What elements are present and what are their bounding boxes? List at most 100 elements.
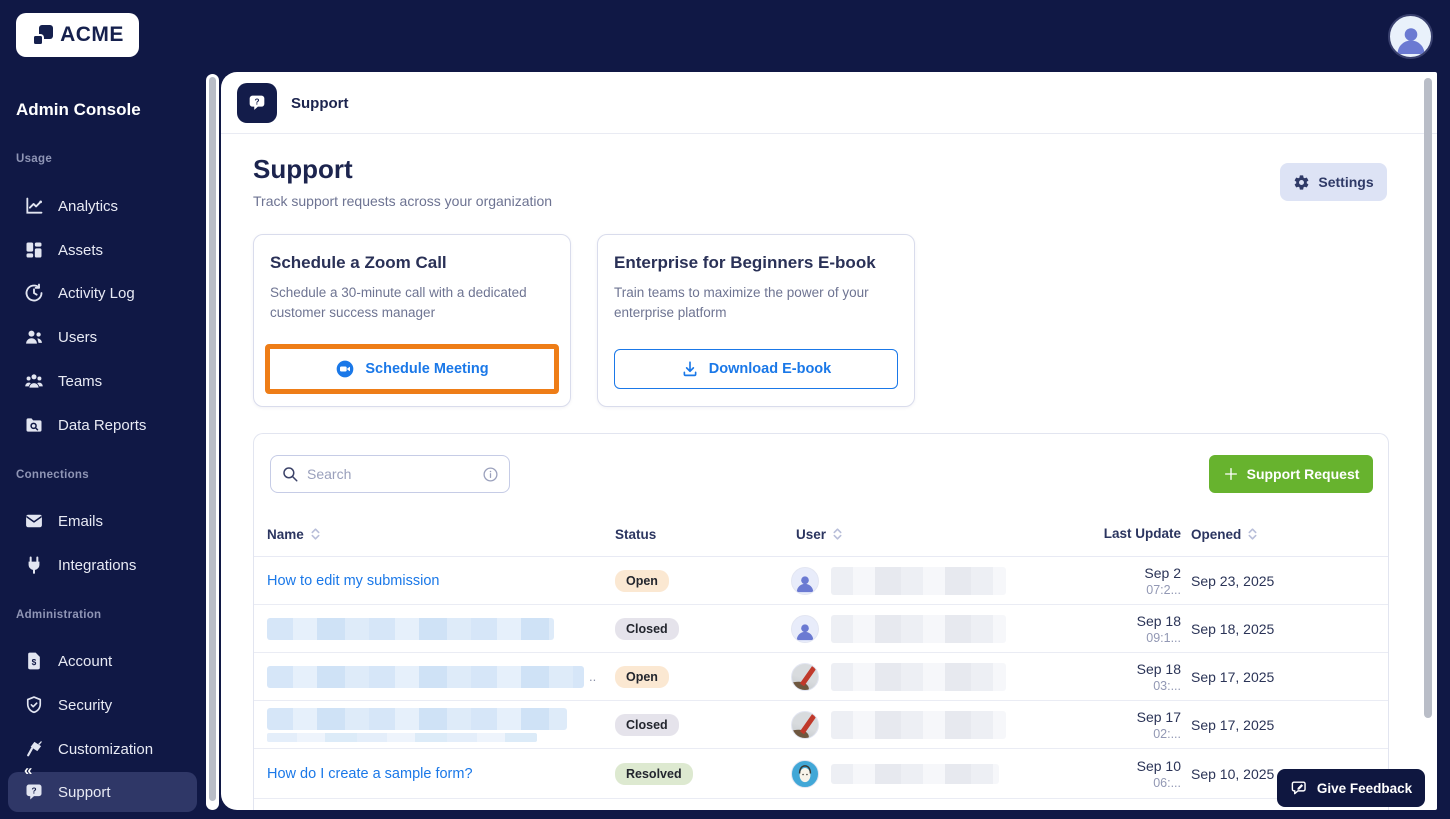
support-chat-icon: ? xyxy=(26,784,42,800)
svg-text:$: $ xyxy=(32,657,37,667)
sidebar-item-analytics[interactable]: Analytics xyxy=(8,186,197,226)
status-badge: Closed xyxy=(615,617,679,640)
scrollbar-thumb[interactable] xyxy=(209,77,216,801)
settings-button[interactable]: Settings xyxy=(1280,163,1387,201)
sidebar-item-customization[interactable]: Customization xyxy=(8,729,197,769)
sidebar-item-teams[interactable]: Teams xyxy=(8,361,197,401)
feedback-icon xyxy=(1291,780,1306,794)
sidebar: Admin Console Usage Analytics Assets xyxy=(0,72,205,819)
invoice-icon: $ xyxy=(28,652,40,670)
column-header-last-update[interactable]: Last Update xyxy=(1103,526,1181,542)
settings-button-label: Settings xyxy=(1318,174,1374,190)
download-ebook-button[interactable]: Download E-book xyxy=(614,349,898,389)
person-icon xyxy=(796,575,814,592)
sidebar-item-support[interactable]: ? Support xyxy=(8,772,197,812)
support-request-label: Support Request xyxy=(1246,466,1360,482)
acme-logo[interactable]: ACME xyxy=(16,13,139,57)
give-feedback-button[interactable]: Give Feedback xyxy=(1277,769,1425,807)
sidebar-item-integrations[interactable]: Integrations xyxy=(8,545,197,585)
status-badge: Open xyxy=(615,665,669,688)
sidebar-item-account[interactable]: $ Account xyxy=(8,641,197,681)
person-icon xyxy=(796,623,814,640)
sidebar-item-label: Assets xyxy=(58,241,104,259)
column-header-status[interactable]: Status xyxy=(615,526,657,542)
info-icon[interactable] xyxy=(482,466,499,483)
activity-log-icon xyxy=(25,283,43,302)
acme-logo-icon xyxy=(31,23,55,47)
teams-icon xyxy=(25,374,43,388)
sort-icon[interactable] xyxy=(1246,526,1259,542)
section-label-administration: Administration xyxy=(16,609,102,621)
table-row: Closed Sep 18 09:1... Sep 18, 2025 xyxy=(254,605,1388,653)
status-badge: Open xyxy=(615,569,669,592)
search-input[interactable] xyxy=(307,466,474,482)
last-update-cell: Sep 18 03:... xyxy=(1136,660,1181,693)
sidebar-item-label: Data Reports xyxy=(58,416,147,434)
redacted-user-name xyxy=(831,566,1006,595)
sidebar-item-label: Analytics xyxy=(58,197,119,215)
schedule-meeting-button[interactable]: Schedule Meeting xyxy=(270,349,554,389)
analytics-icon xyxy=(26,197,43,214)
request-link[interactable]: How do I create a sample form? xyxy=(267,765,473,782)
section-label-connections: Connections xyxy=(16,469,89,481)
last-update-cell: Sep 17 02:... xyxy=(1136,708,1181,741)
email-icon xyxy=(26,514,42,528)
sidebar-item-label: Account xyxy=(58,652,113,670)
request-link[interactable]: How to edit my submission xyxy=(267,572,440,589)
truncation-dots: .. xyxy=(589,669,597,684)
sidebar-item-assets[interactable]: Assets xyxy=(8,230,197,270)
sort-icon[interactable] xyxy=(309,526,322,542)
sidebar-item-security[interactable]: Security xyxy=(8,685,197,725)
table-row: How do I create a sample form? Resolved … xyxy=(254,749,1388,799)
page-title: Support xyxy=(253,154,353,184)
ebook-card: Enterprise for Beginners E-book Train te… xyxy=(597,234,915,407)
user-avatar[interactable] xyxy=(1388,14,1433,59)
users-icon xyxy=(26,330,42,344)
sidebar-item-label: Customization xyxy=(58,740,154,758)
svg-text:?: ? xyxy=(254,98,259,107)
shield-icon xyxy=(26,696,42,714)
card-description: Train teams to maximize the power of you… xyxy=(614,285,869,320)
zoom-camera-icon xyxy=(337,360,354,378)
support-requests-table: Support Request Name Status User xyxy=(253,433,1389,810)
collapse-sidebar-icon[interactable]: « xyxy=(24,762,33,779)
content-scrollbar-right[interactable] xyxy=(1424,78,1432,718)
user-avatar xyxy=(791,566,819,595)
card-title: Schedule a Zoom Call xyxy=(270,253,447,272)
sidebar-item-activity-log[interactable]: Activity Log xyxy=(8,273,197,313)
column-header-name[interactable]: Name xyxy=(267,511,322,557)
sidebar-title: Admin Console xyxy=(16,100,141,119)
redacted-request-name xyxy=(267,707,567,742)
sidebar-item-label: Emails xyxy=(58,512,104,530)
sidebar-item-label: Users xyxy=(58,328,98,346)
content-scrollbar-left[interactable] xyxy=(206,74,219,810)
redacted-user-name xyxy=(831,614,1006,643)
sidebar-item-data-reports[interactable]: Data Reports xyxy=(8,405,197,445)
table-header: Name Status User Last Update xyxy=(254,511,1388,557)
opened-cell: Sep 10, 2025 xyxy=(1191,765,1275,782)
last-update-cell: Sep 18 09:1... xyxy=(1136,612,1181,645)
section-label-usage: Usage xyxy=(16,153,53,165)
sidebar-item-label: Teams xyxy=(58,372,103,390)
sidebar-item-emails[interactable]: Emails xyxy=(8,501,197,541)
acme-logo-text: ACME xyxy=(60,23,124,46)
search-icon xyxy=(283,467,298,482)
plus-icon xyxy=(1224,468,1237,480)
table-row: Closed Sep 17 02:... Sep 17, 2025 xyxy=(254,701,1388,749)
gear-icon xyxy=(1295,174,1309,190)
support-request-button[interactable]: Support Request xyxy=(1209,455,1373,493)
last-update-cell: Sep 2 07:2... xyxy=(1144,564,1181,597)
sidebar-item-label: Activity Log xyxy=(58,284,135,302)
search-box xyxy=(270,455,510,493)
user-avatar-photo xyxy=(791,710,819,739)
redacted-request-name xyxy=(267,665,584,688)
user-avatar-photo xyxy=(791,662,819,691)
opened-cell: Sep 17, 2025 xyxy=(1191,716,1275,733)
column-header-user[interactable]: User xyxy=(796,511,844,557)
highlight-box: Schedule Meeting xyxy=(265,344,559,394)
sidebar-item-users[interactable]: Users xyxy=(8,317,197,357)
sidebar-item-label: Integrations xyxy=(58,556,137,574)
user-avatar xyxy=(791,614,819,643)
sort-icon[interactable] xyxy=(831,526,844,542)
column-header-opened[interactable]: Opened xyxy=(1191,511,1259,557)
